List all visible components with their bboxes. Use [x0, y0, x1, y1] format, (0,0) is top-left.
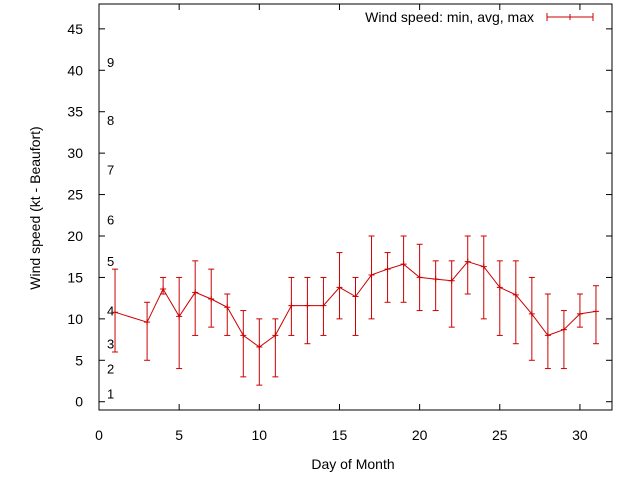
data-point	[224, 304, 231, 311]
y-tick-label: 25	[67, 187, 83, 203]
beaufort-label: 6	[107, 212, 114, 227]
data-point	[320, 302, 327, 309]
data-point	[144, 319, 151, 326]
data-point	[336, 284, 343, 291]
series-layer	[112, 235, 599, 386]
x-tick-label: 30	[572, 427, 588, 443]
data-point	[208, 295, 215, 302]
data-point	[288, 302, 295, 309]
y-tick-label: 20	[67, 228, 83, 244]
data-point	[240, 332, 247, 339]
y-tick-label: 15	[67, 269, 83, 285]
y-tick-label: 10	[67, 311, 83, 327]
beaufort-label: 5	[107, 254, 114, 269]
data-point	[112, 309, 119, 316]
data-point	[576, 310, 583, 317]
beaufort-label: 9	[107, 55, 114, 70]
beaufort-label: 3	[107, 337, 114, 352]
x-tick-label: 10	[252, 427, 268, 443]
data-point	[528, 310, 535, 317]
y-tick-label: 5	[75, 352, 83, 368]
x-axis-title: Day of Month	[311, 456, 394, 472]
x-tick-label: 0	[95, 427, 103, 443]
data-point	[384, 266, 391, 273]
data-point	[592, 308, 599, 315]
x-axis-ticks: 0 5 10 15 20 25 30	[95, 4, 588, 443]
data-point	[416, 274, 423, 281]
beaufort-label: 7	[107, 163, 114, 178]
data-point	[496, 284, 503, 291]
data-point	[256, 344, 263, 351]
y-tick-label: 30	[67, 145, 83, 161]
data-point	[544, 332, 551, 339]
data-point	[192, 289, 199, 296]
beaufort-label: 8	[107, 113, 114, 128]
data-point	[304, 302, 311, 309]
data-point	[512, 291, 519, 298]
data-point	[368, 271, 375, 278]
data-point	[560, 326, 567, 333]
y-tick-label: 40	[67, 62, 83, 78]
x-tick-label: 25	[492, 427, 508, 443]
data-point	[272, 332, 279, 339]
legend: Wind speed: min, avg, max	[365, 9, 594, 25]
y-tick-label: 35	[67, 104, 83, 120]
beaufort-scale-labels: 1 2 3 4 5 6 7 8 9	[107, 55, 114, 401]
data-point	[352, 293, 359, 300]
x-tick-label: 20	[412, 427, 428, 443]
plot-frame	[98, 3, 613, 411]
beaufort-label: 1	[107, 386, 114, 401]
data-point	[432, 276, 439, 283]
data-point	[480, 263, 487, 270]
data-point	[160, 286, 167, 293]
data-point	[464, 258, 471, 265]
y-tick-label: 0	[75, 394, 83, 410]
x-tick-label: 5	[175, 427, 183, 443]
legend-label: Wind speed: min, avg, max	[365, 9, 534, 25]
y-axis-title: Wind speed (kt - Beaufort)	[27, 126, 43, 289]
data-point	[400, 261, 407, 268]
x-tick-label: 15	[332, 427, 348, 443]
data-point	[448, 277, 455, 284]
beaufort-label: 2	[107, 362, 114, 377]
y-tick-label: 45	[67, 21, 83, 37]
data-point	[176, 313, 183, 320]
average-line	[114, 261, 597, 348]
beaufort-label: 4	[107, 304, 114, 319]
